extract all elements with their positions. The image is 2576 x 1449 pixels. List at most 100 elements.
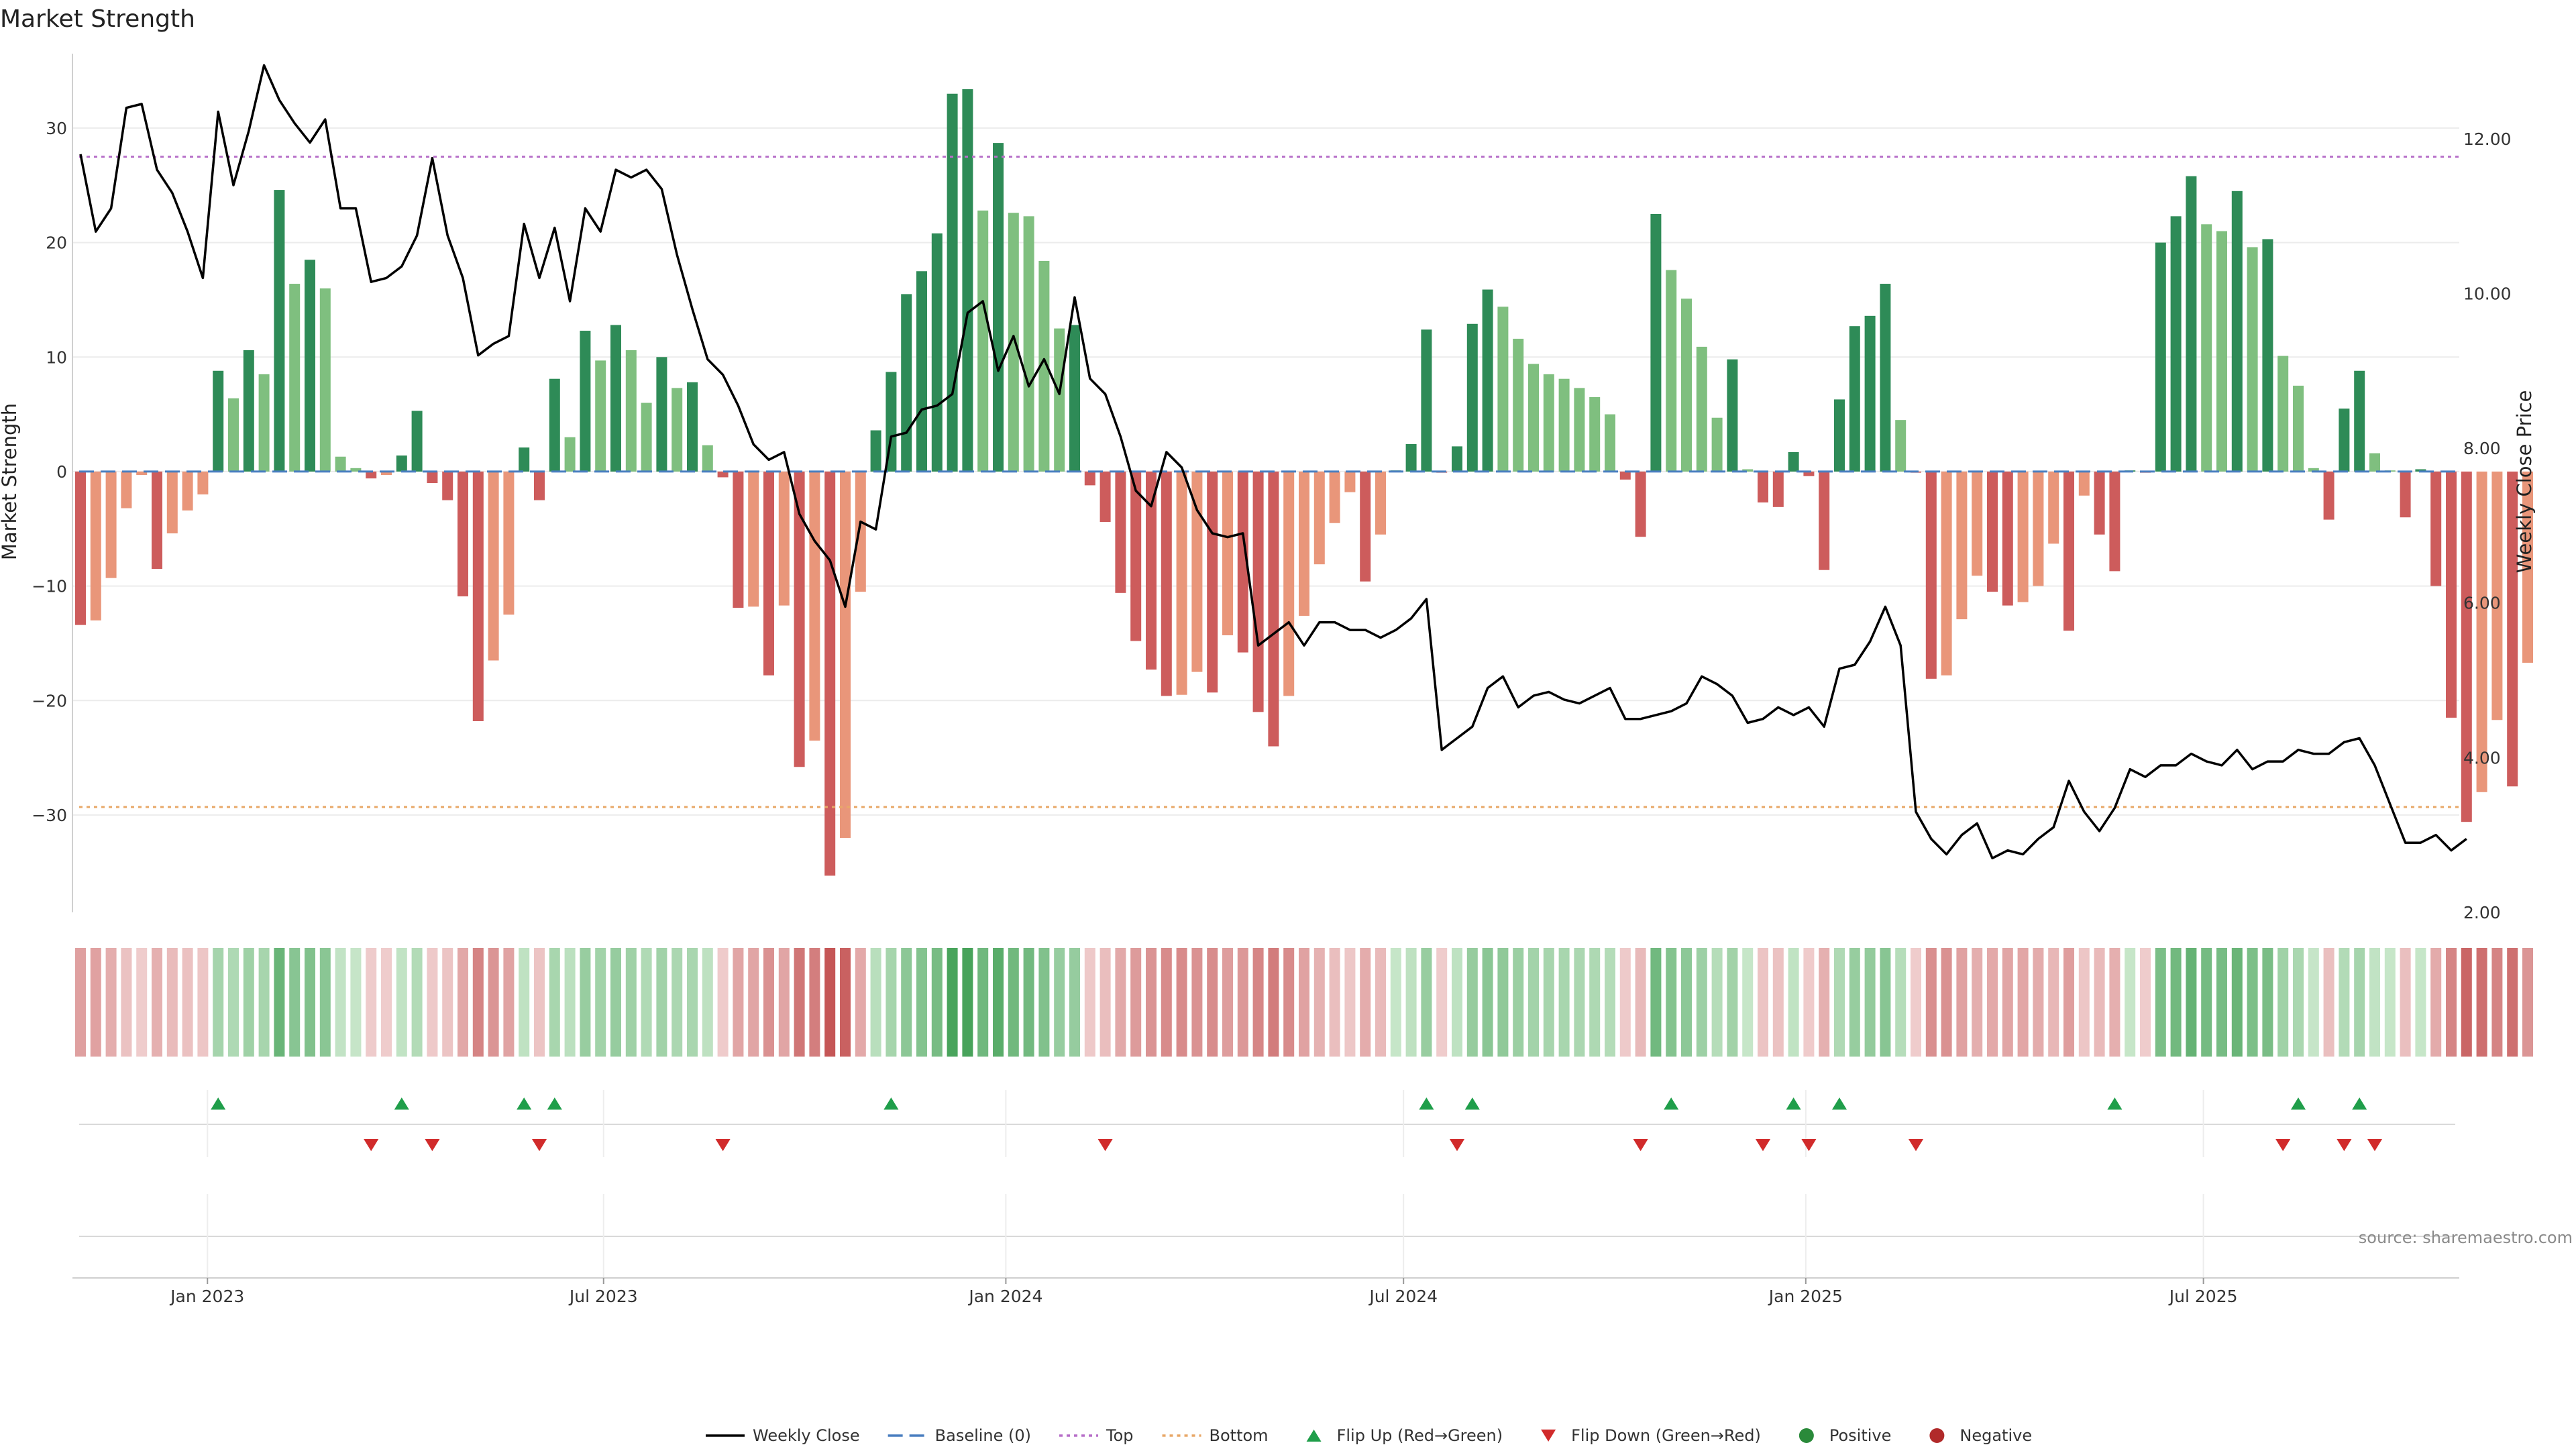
strength-bar (1758, 471, 1768, 503)
strength-bar (1528, 364, 1539, 472)
heat-cell (824, 948, 836, 1057)
x-tick-label: Jan 2023 (169, 1287, 244, 1306)
heat-cell (1023, 948, 1034, 1057)
strength-bar (1115, 471, 1126, 593)
heat-cell (472, 948, 484, 1057)
heat-cell (1925, 948, 1937, 1057)
heat-cell (916, 948, 927, 1057)
right-axis-ticks: 12.00 10.00 8.00 6.00 4.00 2.00 (2463, 129, 2512, 922)
heat-cell (1681, 948, 1692, 1057)
strength-bar (503, 471, 515, 615)
heat-cell (1849, 948, 1860, 1057)
heat-cell (458, 948, 468, 1057)
strength-bar (1329, 471, 1340, 523)
strength-bar (2354, 370, 2365, 472)
strength-bar (1360, 471, 1371, 582)
flip-down-marker (1097, 1139, 1113, 1151)
legend: Weekly Close Baseline (0) Top Bottom Flip Up… (706, 1426, 2032, 1445)
heat-cell (2491, 948, 2503, 1057)
strength-bar (1084, 471, 1095, 486)
flip-down-marker (1801, 1139, 1817, 1151)
weekly-close-line (79, 64, 2467, 860)
heat-cell (243, 948, 254, 1057)
strength-bar (121, 471, 132, 508)
strength-bar (1375, 471, 1386, 535)
strength-bar (564, 437, 576, 472)
strength-bar (1880, 284, 1891, 472)
x-tick-label: Jul 2024 (1368, 1287, 1438, 1306)
heat-cell (1987, 948, 1998, 1057)
strength-bar (1819, 471, 1830, 570)
heat-cell (105, 948, 117, 1057)
chart-title: Market Strength (0, 5, 195, 33)
weekly-close-series (79, 64, 2467, 860)
legend-label: Weekly Close (753, 1426, 860, 1445)
x-tick-label: Jan 2025 (1768, 1287, 1843, 1306)
legend-swatch-dot (1799, 1428, 1814, 1443)
strength-bar (1803, 471, 1815, 476)
heat-cell (1711, 948, 1723, 1057)
strength-bar (258, 374, 270, 472)
strength-bar (1513, 338, 1524, 472)
flip-down-marker (425, 1139, 440, 1151)
heat-cell (1819, 948, 1830, 1057)
flip-down-marker (364, 1139, 379, 1151)
heat-cell (121, 948, 132, 1057)
strength-bar (2017, 471, 2029, 602)
legend-item: Baseline (0) (888, 1426, 1031, 1445)
heat-cell (1176, 948, 1187, 1057)
flip-up-marker (2107, 1097, 2123, 1110)
legend-item: Positive (1799, 1426, 1891, 1445)
strength-bar (1543, 374, 1554, 472)
heat-cell (411, 948, 423, 1057)
strength-bar (1299, 471, 1309, 616)
heat-cell (840, 948, 851, 1057)
strength-bar (166, 471, 178, 534)
strength-bar (916, 271, 927, 472)
heat-cell (993, 948, 1004, 1057)
heat-cell (396, 948, 407, 1057)
flip-down-marker (715, 1139, 731, 1151)
heat-cell (1911, 948, 1921, 1057)
strength-bar (335, 456, 346, 472)
legend-item: Bottom (1162, 1426, 1269, 1445)
strength-bar (2430, 471, 2442, 586)
strength-bar (2216, 231, 2227, 472)
heat-cell (564, 948, 576, 1057)
right-tick-label: 8.00 (2463, 439, 2501, 458)
strength-bar (1834, 399, 1845, 472)
strength-bar (1864, 315, 1876, 472)
heat-cell (1758, 948, 1768, 1057)
heat-cell (2461, 948, 2472, 1057)
strength-bar (197, 471, 209, 495)
heat-cell (1696, 948, 1707, 1057)
heat-cell (2078, 948, 2090, 1057)
strength-bar (2231, 191, 2243, 472)
strength-bar (182, 471, 193, 511)
strength-bar (794, 471, 805, 767)
heat-cell (2323, 948, 2334, 1057)
heat-cell (166, 948, 178, 1057)
heat-cell (1635, 948, 1646, 1057)
heat-cell (1191, 948, 1203, 1057)
heat-cell (702, 948, 713, 1057)
strength-bar (1130, 471, 1142, 641)
heat-cell (931, 948, 943, 1057)
legend-item: Negative (1929, 1426, 2032, 1445)
heat-cell (2048, 948, 2059, 1057)
strength-bar (1466, 323, 1478, 472)
heat-cell (1466, 948, 1478, 1057)
flip-up-marker (2352, 1097, 2367, 1110)
legend-item: Flip Up (Red→Green) (1306, 1426, 1503, 1445)
strength-bar (1421, 329, 1432, 472)
strength-bar (1635, 471, 1646, 537)
heat-cell (1313, 948, 1325, 1057)
heat-cell (2247, 948, 2258, 1057)
heat-cell (1344, 948, 1356, 1057)
heat-cell (1375, 948, 1386, 1057)
heat-cell (2339, 948, 2350, 1057)
strength-bar (2323, 471, 2334, 520)
heat-cell (2369, 948, 2380, 1057)
right-tick-label: 12.00 (2463, 129, 2512, 149)
heat-cell (258, 948, 270, 1057)
